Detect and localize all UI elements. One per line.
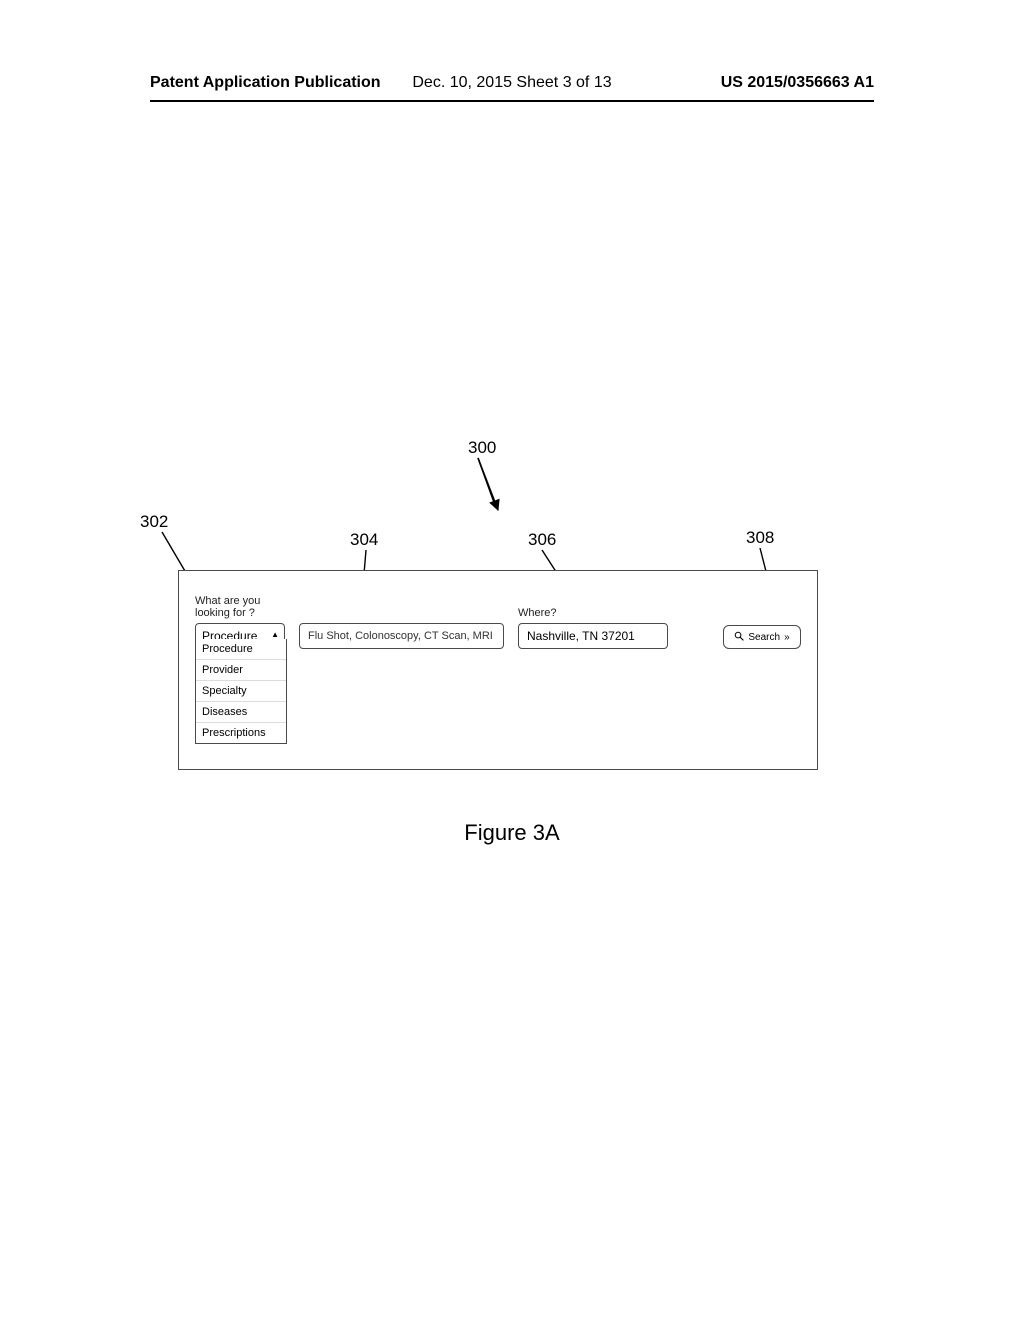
search-panel: What are you looking for ? Procedure ▲ F… (178, 570, 818, 770)
ref-308: 308 (746, 528, 774, 548)
ref-304: 304 (350, 530, 378, 550)
ref-302: 302 (140, 512, 168, 532)
what-label: What are you looking for ? (195, 595, 285, 619)
dd-option-specialty[interactable]: Specialty (196, 681, 286, 702)
procedure-placeholder: Flu Shot, Colonoscopy, CT Scan, MRI (308, 630, 493, 642)
dd-option-diseases[interactable]: Diseases (196, 702, 286, 723)
search-button[interactable]: Search » (723, 625, 801, 649)
chevron-up-icon: ▲ (271, 630, 279, 639)
dd-option-procedure[interactable]: Procedure (196, 639, 286, 660)
where-label: Where? (518, 607, 668, 619)
ref-306: 306 (528, 530, 556, 550)
dd-option-prescriptions[interactable]: Prescriptions (196, 723, 286, 743)
search-icon (734, 631, 744, 644)
ref-main: 300 (468, 438, 496, 458)
procedure-input[interactable]: Flu Shot, Colonoscopy, CT Scan, MRI (299, 623, 504, 649)
raquo-icon: » (784, 632, 790, 643)
page: Patent Application Publication Dec. 10, … (0, 0, 1024, 1320)
figure-canvas: 300 302 304 306 308 (0, 0, 1024, 1320)
location-value: Nashville, TN 37201 (527, 629, 635, 643)
search-button-label: Search (748, 632, 780, 643)
location-input[interactable]: Nashville, TN 37201 (518, 623, 668, 649)
dd-option-provider[interactable]: Provider (196, 660, 286, 681)
category-dropdown[interactable]: Procedure Provider Specialty Diseases Pr… (195, 639, 287, 744)
figure-caption: Figure 3A (0, 820, 1024, 846)
